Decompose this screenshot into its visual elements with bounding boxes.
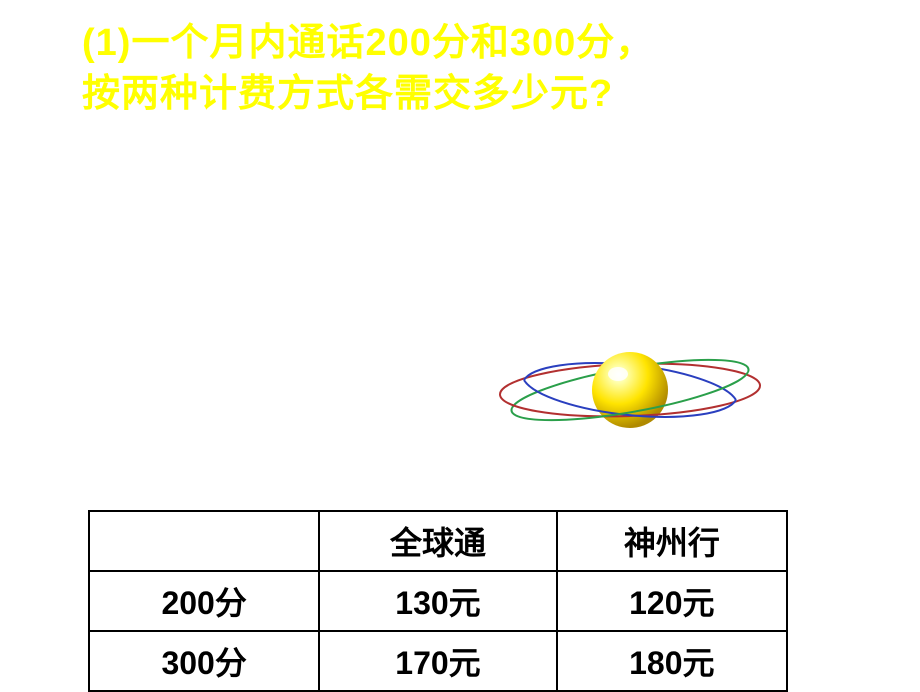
row-label: 200分 — [89, 571, 319, 631]
table-row: 300分 170元 180元 — [89, 631, 787, 691]
cell-value: 170元 — [319, 631, 556, 691]
question-text: (1)一个月内通话200分和300分， 按两种计费方式各需交多少元? — [82, 18, 654, 121]
atom-orbit-graphic — [490, 300, 770, 480]
question-line-1: (1)一个月内通话200分和300分， — [82, 18, 654, 69]
table-row: 200分 130元 120元 — [89, 571, 787, 631]
cell-value: 180元 — [557, 631, 787, 691]
row-label: 300分 — [89, 631, 319, 691]
pricing-table: 全球通 神州行 200分 130元 120元 300分 170元 180元 — [88, 510, 788, 692]
header-blank — [89, 511, 319, 571]
header-plan-a: 全球通 — [319, 511, 556, 571]
question-line-2: 按两种计费方式各需交多少元? — [82, 69, 654, 120]
header-plan-b: 神州行 — [557, 511, 787, 571]
cell-value: 120元 — [557, 571, 787, 631]
table-header-row: 全球通 神州行 — [89, 511, 787, 571]
cell-value: 130元 — [319, 571, 556, 631]
